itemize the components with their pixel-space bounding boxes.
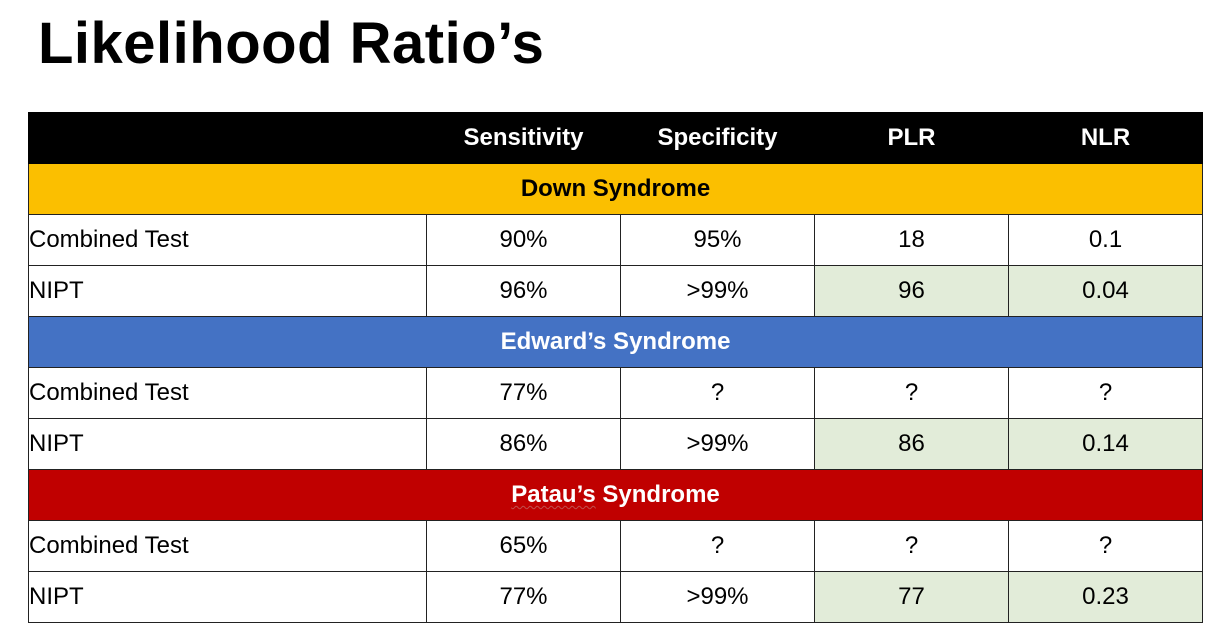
plr-cell: 77 [814,571,1009,623]
section-title-rest: Syndrome [595,481,720,508]
table-row: NIPT 86% >99% 86 0.14 [28,418,1203,470]
nlr-cell: 0.04 [1008,265,1203,317]
sensitivity-cell: 96% [426,265,621,317]
section-row-pataus-syndrome: Patau’s Syndrome [28,469,1203,521]
nlr-cell: ? [1008,367,1203,419]
table-row: NIPT 77% >99% 77 0.23 [28,571,1203,623]
table-header-row: Sensitivity Specificity PLR NLR [28,112,1203,164]
test-name-cell: Combined Test [28,367,427,419]
test-name-cell: NIPT [28,265,427,317]
likelihood-ratio-table: Sensitivity Specificity PLR NLR Down Syn… [28,112,1203,623]
plr-cell: 18 [814,214,1009,266]
sensitivity-cell: 86% [426,418,621,470]
specificity-cell: ? [620,367,815,419]
specificity-cell: >99% [620,571,815,623]
section-row-edwards-syndrome: Edward’s Syndrome [28,316,1203,368]
table-row: NIPT 96% >99% 96 0.04 [28,265,1203,317]
table-row: Combined Test 90% 95% 18 0.1 [28,214,1203,266]
nlr-cell: 0.1 [1008,214,1203,266]
specificity-cell: ? [620,520,815,572]
specificity-cell: >99% [620,418,815,470]
page-title: Likelihood Ratio’s [38,11,545,76]
nlr-cell: 0.23 [1008,571,1203,623]
plr-cell: 96 [814,265,1009,317]
test-name-cell: NIPT [28,418,427,470]
plr-cell: 86 [814,418,1009,470]
sensitivity-cell: 90% [426,214,621,266]
nlr-cell: ? [1008,520,1203,572]
header-plr: PLR [814,112,1009,164]
specificity-cell: 95% [620,214,815,266]
section-row-down-syndrome: Down Syndrome [28,163,1203,215]
test-name-cell: Combined Test [28,520,427,572]
plr-cell: ? [814,520,1009,572]
specificity-cell: >99% [620,265,815,317]
sensitivity-cell: 65% [426,520,621,572]
sensitivity-cell: 77% [426,571,621,623]
table-row: Combined Test 65% ? ? ? [28,520,1203,572]
section-title: Patau’s Syndrome [28,469,1203,521]
header-specificity: Specificity [620,112,815,164]
test-name-cell: NIPT [28,571,427,623]
section-title-word: Patau’s [511,481,596,508]
header-nlr: NLR [1008,112,1203,164]
section-title: Down Syndrome [28,163,1203,215]
header-blank [28,112,427,164]
nlr-cell: 0.14 [1008,418,1203,470]
plr-cell: ? [814,367,1009,419]
test-name-cell: Combined Test [28,214,427,266]
sensitivity-cell: 77% [426,367,621,419]
section-title: Edward’s Syndrome [28,316,1203,368]
header-sensitivity: Sensitivity [426,112,621,164]
table-row: Combined Test 77% ? ? ? [28,367,1203,419]
